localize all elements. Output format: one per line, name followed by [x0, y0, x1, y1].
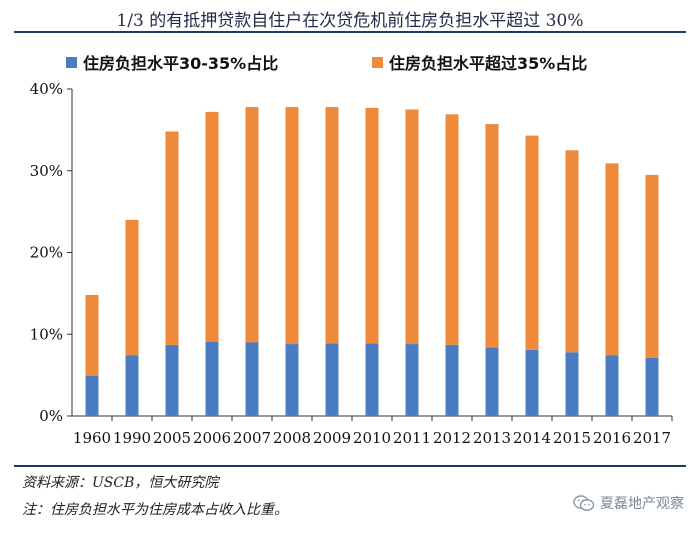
x-tick-label: 2006	[193, 429, 231, 447]
bar-series-1	[205, 341, 219, 416]
y-tick-label: 20%	[30, 244, 63, 262]
x-tick-label: 1990	[113, 429, 151, 447]
x-tick-label: 1960	[73, 429, 111, 447]
legend-item-series-1: 住房负担水平30-35%占比	[66, 50, 278, 74]
bar-series-2	[165, 131, 179, 345]
bar-series-2	[525, 135, 539, 350]
bar-series-2	[245, 106, 259, 343]
x-tick-label: 2013	[473, 429, 511, 447]
watermark: 夏磊地产观察	[573, 493, 684, 513]
footer-divider	[14, 465, 686, 467]
x-tick-label: 2010	[353, 429, 391, 447]
legend-swatch-series-1	[66, 56, 77, 68]
bar-series-1	[165, 344, 179, 416]
x-tick-label: 2014	[513, 429, 551, 447]
x-tick-label: 2015	[553, 429, 591, 447]
x-tick-label: 2008	[273, 429, 311, 447]
bar-series-1	[565, 352, 579, 416]
bar-series-2	[605, 163, 619, 356]
legend-label-series-2: 住房负担水平超过35%占比	[389, 54, 588, 73]
explanatory-note: 注：住房负担水平为住房成本占收入比重。	[22, 502, 288, 518]
x-tick-label: 2012	[433, 429, 471, 447]
stacked-bar-chart: 0%10%20%30%40%1960 1990 2005 2006 2007 2008 20…	[30, 80, 673, 447]
bar-series-1	[365, 343, 379, 416]
bar-series-2	[205, 111, 219, 342]
bar-series-2	[565, 150, 579, 353]
x-tick-label: 2009	[313, 429, 351, 447]
x-tick-label: 2017	[633, 429, 671, 447]
bar-series-1	[325, 343, 339, 416]
bar-series-2	[285, 106, 299, 345]
legend-item-series-2: 住房负担水平超过35%占比	[372, 50, 587, 74]
bar-series-2	[125, 219, 139, 356]
x-tick-label: 2007	[233, 429, 271, 447]
legend-label-series-1: 住房负担水平30-35%占比	[83, 54, 279, 73]
wechat-icon	[573, 495, 595, 511]
x-tick-label: 2005	[153, 429, 191, 447]
legend-swatch-series-2	[372, 56, 383, 68]
bar-series-2	[445, 114, 459, 345]
watermark-text: 夏磊地产观察	[600, 496, 684, 512]
bar-series-1	[445, 344, 459, 416]
bar-series-1	[285, 344, 299, 416]
legend: 住房负担水平30-35%占比 住房负担水平超过35%占比	[0, 50, 700, 74]
y-tick-label: 10%	[30, 325, 63, 343]
bar-series-1	[125, 355, 139, 416]
bar-series-1	[525, 349, 539, 416]
x-tick-label: 2011	[393, 429, 431, 447]
bar-series-1	[485, 347, 499, 416]
bar-series-1	[405, 344, 419, 416]
chart-title: 1/3 的有抵押贷款自住户在次贷危机前住房负担水平超过 30%	[116, 11, 584, 31]
x-tick-label: 2016	[593, 429, 631, 447]
bar-series-2	[485, 124, 499, 348]
y-tick-label: 0%	[39, 407, 63, 425]
bar-series-2	[85, 295, 99, 376]
y-tick-label: 40%	[30, 80, 63, 98]
bar-series-2	[365, 107, 379, 344]
source-note: 资料来源：USCB，恒大研究院	[22, 475, 219, 491]
bar-series-1	[645, 357, 659, 416]
bar-series-1	[85, 375, 99, 416]
bar-series-2	[645, 174, 659, 358]
bar-series-2	[325, 106, 339, 344]
y-tick-label: 30%	[30, 162, 63, 180]
bar-series-1	[605, 355, 619, 416]
bar-series-2	[405, 109, 419, 345]
title-divider	[14, 31, 686, 33]
bar-series-1	[245, 342, 259, 416]
